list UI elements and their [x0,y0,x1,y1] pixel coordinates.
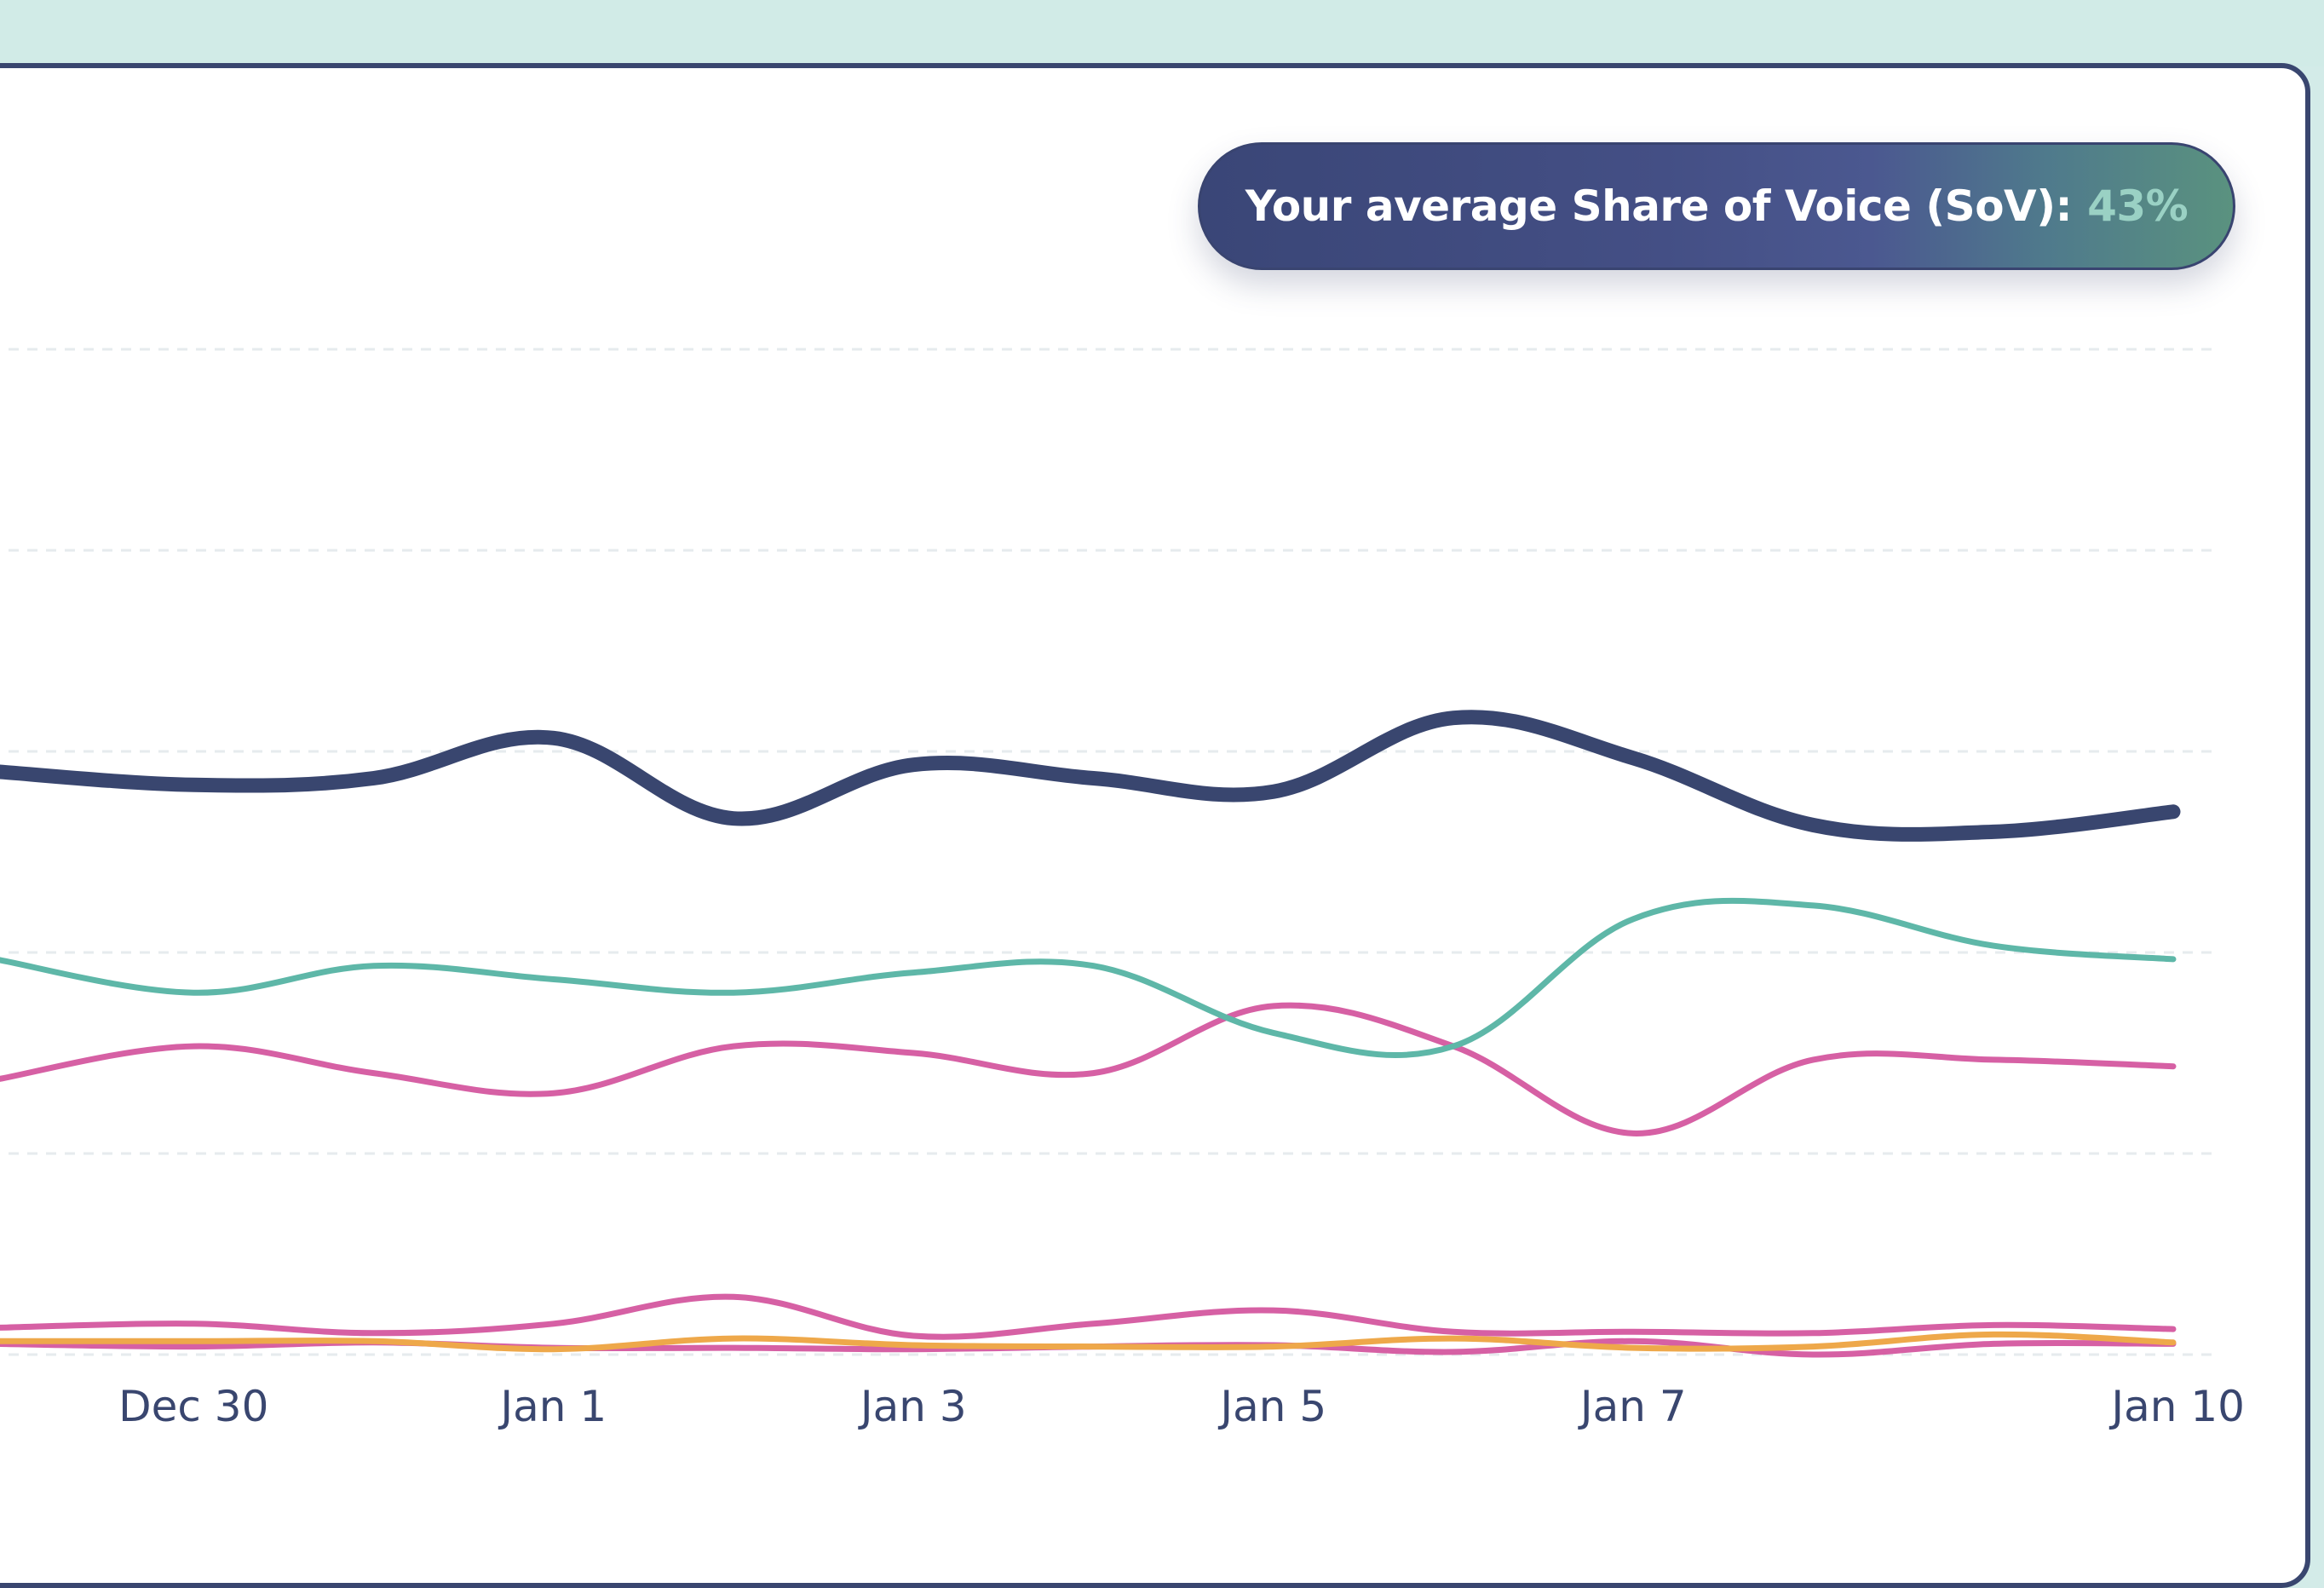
share-of-voice-chart: Dec 30 Jan 1 Jan 3 Jan 5 Jan 7 Jan 10 [0,348,2245,1431]
series-lines [0,710,2181,1358]
x-tick-label: Jan 10 [2108,1382,2245,1431]
series-line-3 [0,1293,2177,1340]
sov-summary-value: 43% [2087,181,2189,231]
series-line-0 [0,710,2181,842]
x-tick-label: Jan 3 [858,1382,967,1431]
series-line-2 [0,1002,2177,1136]
grid-lines [9,348,2215,1356]
top-band [0,0,2324,66]
x-tick-label: Jan 1 [498,1382,607,1431]
series-line-4 [0,1331,2177,1353]
x-axis-ticks: Dec 30 Jan 1 Jan 3 Jan 5 Jan 7 Jan 10 [118,1382,2245,1431]
series-line-1 [0,897,2177,1059]
sov-summary-badge: Your average Share of Voice (SoV): 43% [1198,142,2235,270]
x-tick-label: Dec 30 [118,1382,268,1431]
x-tick-label: Jan 7 [1578,1382,1687,1431]
sov-summary-label: Your average Share of Voice (SoV): [1245,181,2073,231]
x-tick-label: Jan 5 [1217,1382,1326,1431]
